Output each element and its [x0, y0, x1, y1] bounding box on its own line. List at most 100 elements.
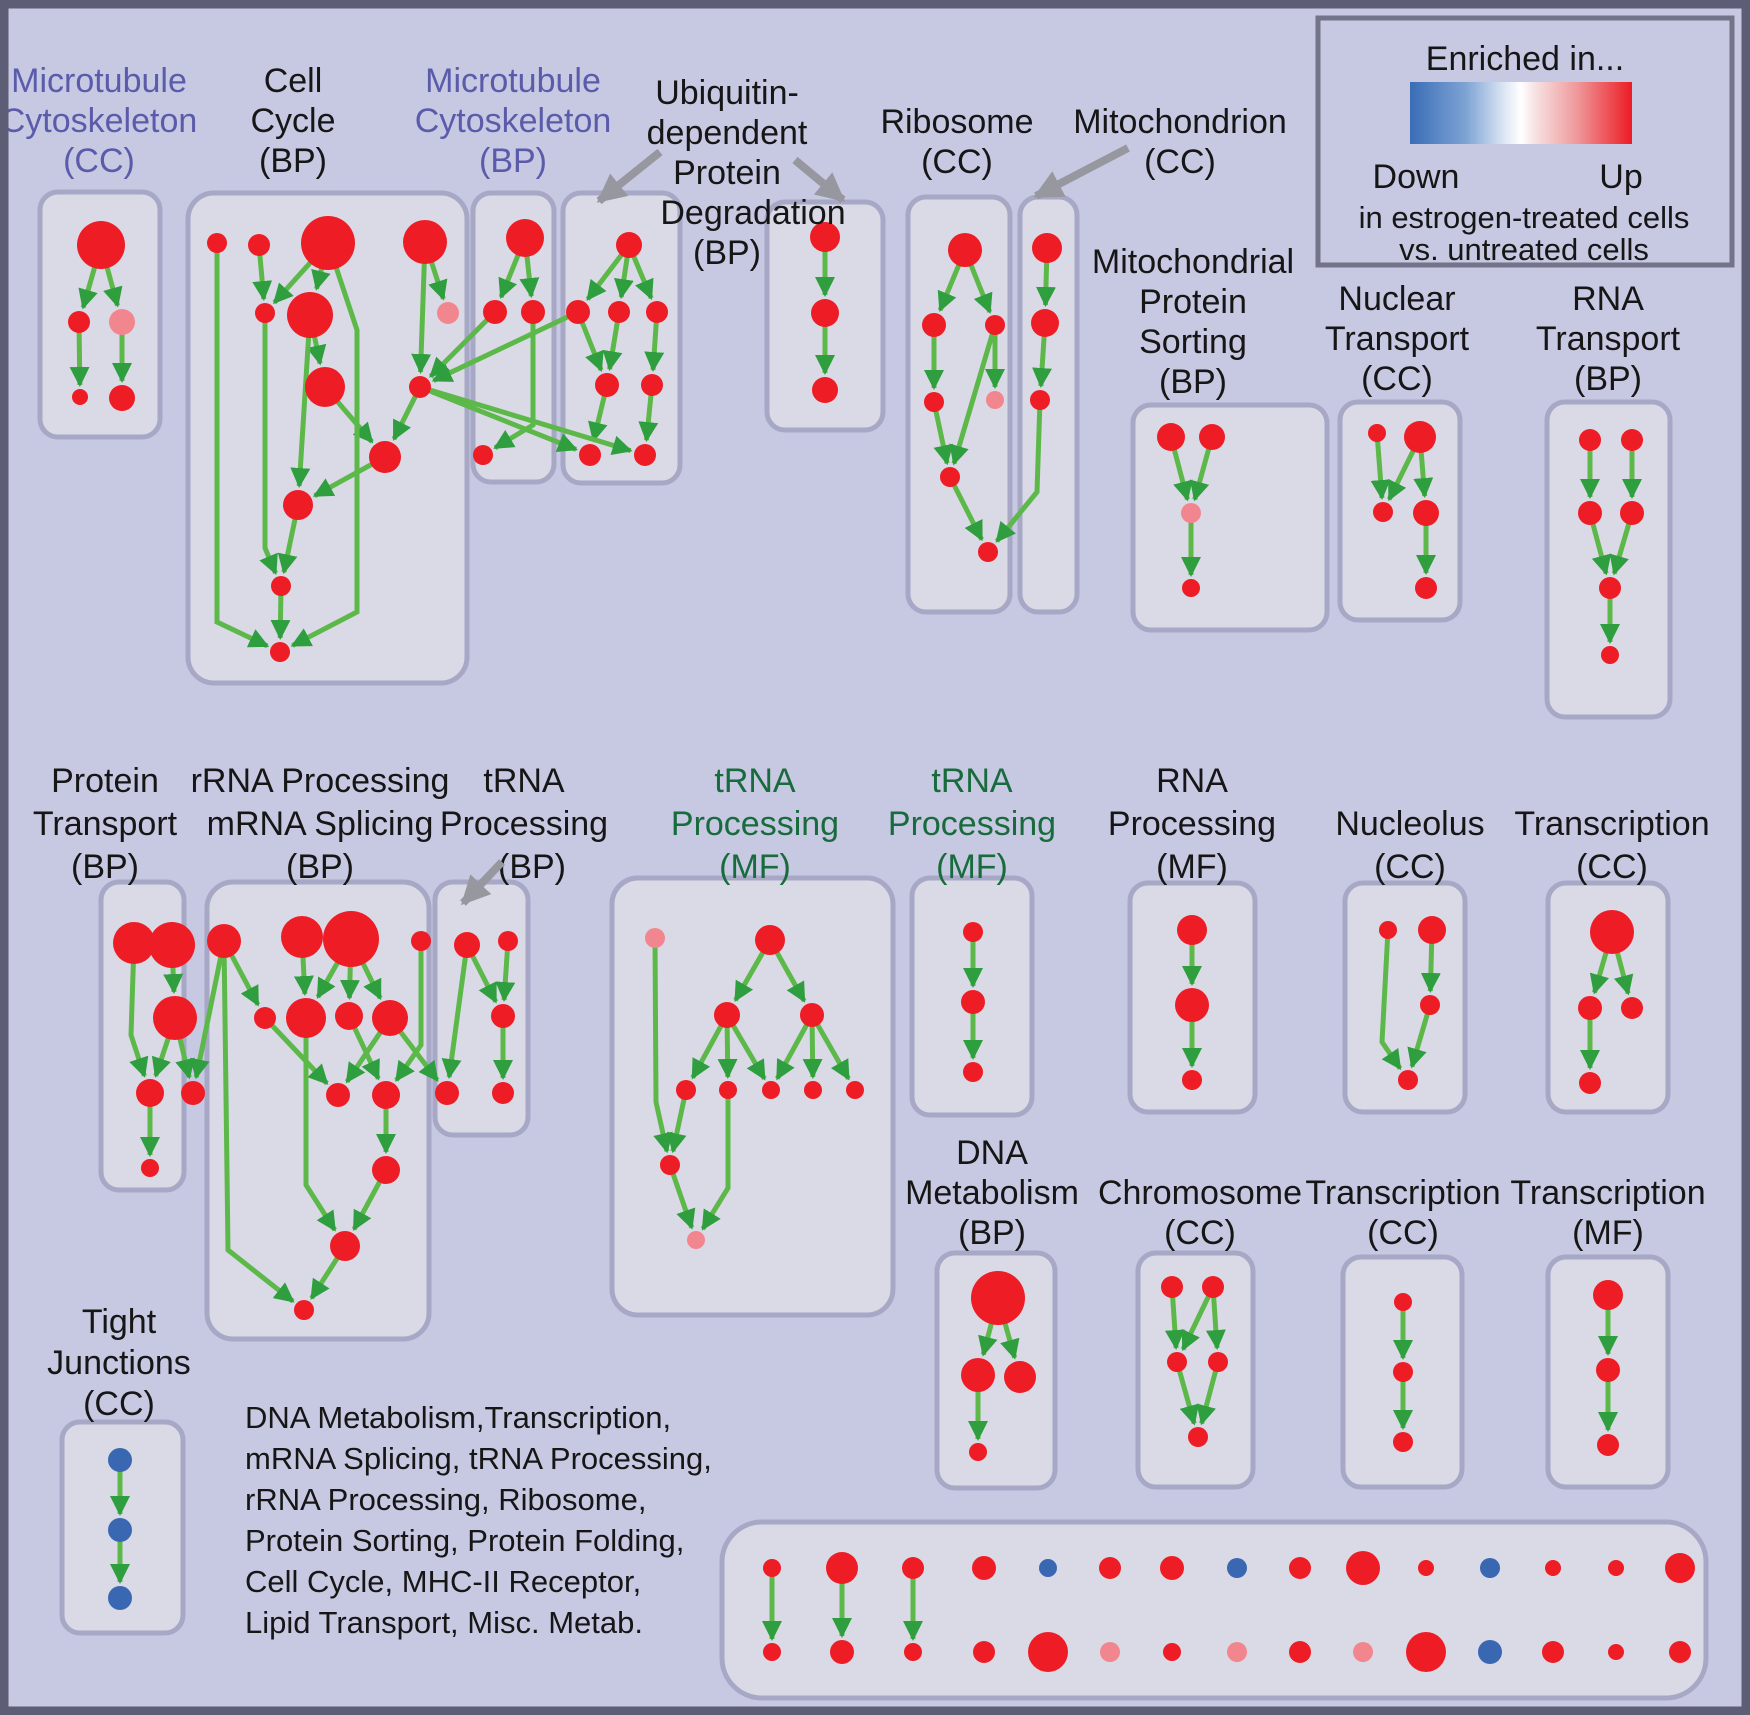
node-transcc3-2	[1393, 1432, 1413, 1452]
node-trnamf1-2	[714, 1002, 740, 1028]
node-nucleolus-0	[1379, 921, 1397, 939]
node-rnatrans-2	[1578, 501, 1602, 525]
node-ribosome-2	[985, 315, 1005, 335]
node-rnaproc-0	[1177, 915, 1207, 945]
node-mtcc-0	[77, 221, 125, 269]
node-ribosome-0	[948, 233, 982, 267]
node-rnatrans-4	[1599, 577, 1621, 599]
node-rrna-9	[372, 1081, 400, 1109]
node-trnamf1-5	[719, 1081, 737, 1099]
node-misc-11	[1480, 1558, 1500, 1578]
node-misc-18	[973, 1641, 995, 1663]
node-prottrans-0	[113, 922, 155, 964]
node-ubiqA-3	[646, 301, 668, 323]
node-ubiqB-0	[810, 222, 840, 252]
node-sorting-3	[1182, 579, 1200, 597]
cluster-label-mtcc: Cytoskeleton	[1, 102, 198, 140]
cluster-label-mtbp: (BP)	[479, 142, 547, 180]
node-cellcycle-9	[283, 490, 313, 520]
node-transmf-2	[1597, 1434, 1619, 1456]
node-transcc2-0	[1590, 910, 1634, 954]
edge-arrow	[1174, 1361, 1200, 1426]
node-misc-6	[1160, 1556, 1184, 1580]
node-ubiqA-1	[566, 300, 590, 324]
callout-ubiquitin-right	[792, 156, 846, 204]
edge-arrow	[214, 243, 270, 649]
node-misc-5	[1099, 1557, 1121, 1579]
node-misc-16	[830, 1640, 854, 1664]
node-dnamet-0	[971, 1271, 1025, 1325]
cluster-box-transcc2	[1545, 880, 1671, 1115]
cluster-label-trnabp: Processing	[440, 805, 608, 843]
edge-arrow	[221, 940, 295, 1304]
node-ubiqB-1	[811, 299, 839, 327]
edge-arrow	[947, 475, 984, 542]
cluster-label-rnatrans: Transport	[1536, 320, 1681, 358]
cluster-label-rnaproc: (MF)	[1156, 848, 1228, 886]
node-rnatrans-5	[1601, 646, 1619, 664]
node-tight-0	[108, 1448, 132, 1472]
cluster-label-tight: (CC)	[83, 1385, 155, 1423]
node-misc-25	[1406, 1632, 1446, 1672]
node-trnamf2-0	[963, 922, 983, 942]
node-trnamf1-3	[800, 1003, 824, 1027]
node-prottrans-2	[153, 996, 197, 1040]
node-rrna-3	[411, 931, 431, 951]
cluster-label-ubiqlabel: dependent	[647, 114, 808, 152]
node-cellcycle-10	[271, 576, 291, 596]
node-rrna-6	[335, 1002, 363, 1030]
cluster-label-mtcc: (CC)	[63, 142, 135, 180]
node-tight-1	[108, 1518, 132, 1542]
node-nuctrans-1	[1404, 421, 1436, 453]
node-sorting-2	[1181, 503, 1201, 523]
cluster-label-mtbp: Cytoskeleton	[415, 102, 612, 140]
node-trnabp-4	[492, 1082, 514, 1104]
node-nuctrans-3	[1413, 500, 1439, 526]
node-cellcycle-7	[409, 376, 431, 398]
node-trnamf1-7	[804, 1081, 822, 1099]
legend-down-label: Down	[1373, 158, 1460, 196]
node-misc-4	[1039, 1559, 1057, 1577]
summary-line-3: rRNA Processing, Ribosome,	[245, 1482, 646, 1517]
node-rrna-4	[254, 1007, 276, 1029]
cluster-label-trnamf1: tRNA	[714, 762, 796, 800]
node-ubiqA-7	[634, 444, 656, 466]
node-chromosome-0	[1161, 1276, 1183, 1298]
node-nucleolus-3	[1398, 1070, 1418, 1090]
cluster-label-sorting: Mitochondrial	[1092, 243, 1294, 281]
edge-arrow	[263, 1016, 329, 1086]
node-prottrans-1	[149, 922, 195, 968]
node-rnaproc-1	[1175, 988, 1209, 1022]
node-dnamet-1	[961, 1358, 995, 1392]
node-transmf-0	[1593, 1280, 1623, 1310]
cluster-label-tight: Junctions	[47, 1344, 191, 1382]
edge-arrow	[1407, 1004, 1433, 1069]
node-misc-27	[1542, 1641, 1564, 1663]
edge-arrow	[652, 937, 673, 1154]
node-transcc3-1	[1393, 1362, 1413, 1382]
cluster-label-sorting: Sorting	[1139, 323, 1247, 361]
node-rnatrans-3	[1620, 501, 1644, 525]
node-rrna-11	[330, 1231, 360, 1261]
node-misc-2	[902, 1557, 924, 1579]
node-trnabp-2	[491, 1004, 515, 1028]
cluster-label-trnamf1: (MF)	[719, 848, 791, 886]
cluster-label-rnaproc: RNA	[1156, 762, 1228, 800]
callout-trna-bp	[460, 859, 505, 906]
node-prottrans-5	[141, 1159, 159, 1177]
cluster-label-mito: (CC)	[1144, 143, 1216, 181]
legend-gradient-bar	[1410, 82, 1632, 144]
cluster-label-cellcycle: Cell	[264, 62, 323, 100]
cluster-label-rrna: rRNA Processing	[191, 762, 450, 800]
node-ribosome-1	[922, 313, 946, 337]
cluster-label-ribosome: Ribosome	[880, 103, 1033, 141]
edge-arrow	[1370, 432, 1391, 501]
edge-arrow	[1180, 1285, 1216, 1352]
node-misc-26	[1478, 1640, 1502, 1664]
node-prottrans-3	[136, 1079, 164, 1107]
summary-line-4: Protein Sorting, Protein Folding,	[245, 1523, 684, 1558]
node-mtcc-1	[68, 311, 90, 333]
node-misc-3	[972, 1556, 996, 1580]
